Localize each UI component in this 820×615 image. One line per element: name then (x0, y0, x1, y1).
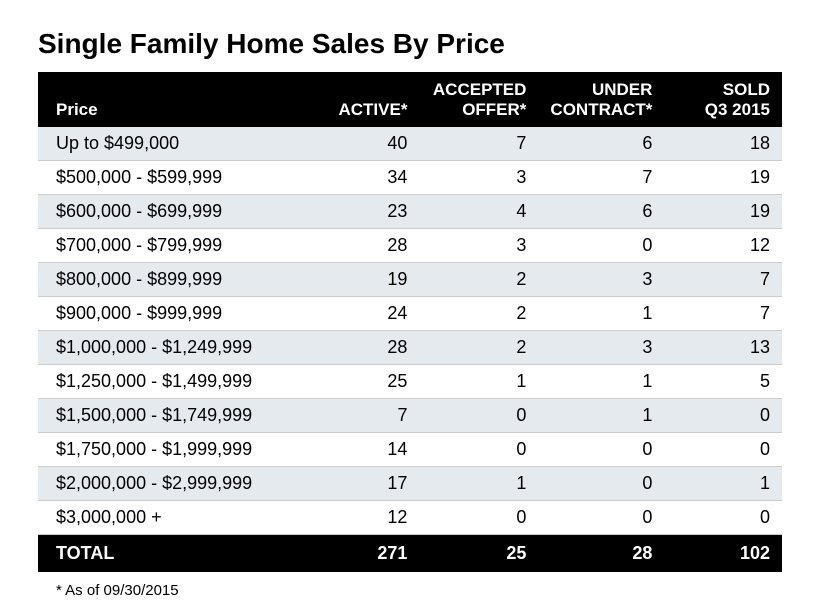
cell-sold: 12 (664, 229, 782, 263)
cell-active: 19 (301, 263, 419, 297)
cell-price: $1,250,000 - $1,499,999 (38, 365, 301, 399)
table-row: $700,000 - $799,999283012 (38, 229, 782, 263)
cell-active: 25 (301, 365, 419, 399)
table-total-row: TOTAL 271 25 28 102 (38, 535, 782, 573)
cell-price: $1,000,000 - $1,249,999 (38, 331, 301, 365)
cell-under: 0 (538, 229, 664, 263)
table-row: $600,000 - $699,999234619 (38, 195, 782, 229)
cell-under: 6 (538, 127, 664, 161)
total-label: TOTAL (38, 535, 301, 573)
cell-under: 0 (538, 467, 664, 501)
cell-price: $1,750,000 - $1,999,999 (38, 433, 301, 467)
table-body: Up to $499,000407618$500,000 - $599,9993… (38, 127, 782, 535)
cell-active: 12 (301, 501, 419, 535)
cell-price: $3,000,000 + (38, 501, 301, 535)
table-row: $800,000 - $899,99919237 (38, 263, 782, 297)
cell-under: 0 (538, 501, 664, 535)
cell-accepted: 3 (419, 161, 538, 195)
table-row: $900,000 - $999,99924217 (38, 297, 782, 331)
cell-accepted: 4 (419, 195, 538, 229)
cell-accepted: 2 (419, 297, 538, 331)
cell-under: 3 (538, 331, 664, 365)
table-row: $1,250,000 - $1,499,99925115 (38, 365, 782, 399)
cell-price: $900,000 - $999,999 (38, 297, 301, 331)
cell-sold: 7 (664, 297, 782, 331)
cell-under: 0 (538, 433, 664, 467)
cell-accepted: 3 (419, 229, 538, 263)
cell-active: 17 (301, 467, 419, 501)
cell-sold: 0 (664, 433, 782, 467)
cell-accepted: 1 (419, 365, 538, 399)
cell-accepted: 2 (419, 331, 538, 365)
cell-sold: 19 (664, 161, 782, 195)
total-active: 271 (301, 535, 419, 573)
cell-active: 40 (301, 127, 419, 161)
cell-accepted: 7 (419, 127, 538, 161)
cell-accepted: 0 (419, 501, 538, 535)
col-header-accepted: ACCEPTEDOFFER* (419, 72, 538, 127)
cell-sold: 0 (664, 399, 782, 433)
cell-price: $800,000 - $899,999 (38, 263, 301, 297)
table-row: $1,000,000 - $1,249,999282313 (38, 331, 782, 365)
cell-price: $500,000 - $599,999 (38, 161, 301, 195)
cell-under: 1 (538, 365, 664, 399)
col-header-active: ACTIVE* (301, 72, 419, 127)
table-row: $2,000,000 - $2,999,99917101 (38, 467, 782, 501)
cell-sold: 0 (664, 501, 782, 535)
table-row: $1,500,000 - $1,749,9997010 (38, 399, 782, 433)
cell-active: 34 (301, 161, 419, 195)
col-header-price: Price (38, 72, 301, 127)
cell-active: 7 (301, 399, 419, 433)
cell-active: 28 (301, 331, 419, 365)
cell-price: $2,000,000 - $2,999,999 (38, 467, 301, 501)
cell-under: 7 (538, 161, 664, 195)
cell-sold: 7 (664, 263, 782, 297)
cell-under: 6 (538, 195, 664, 229)
cell-accepted: 0 (419, 433, 538, 467)
cell-price: $700,000 - $799,999 (38, 229, 301, 263)
table-row: $1,750,000 - $1,999,99914000 (38, 433, 782, 467)
cell-accepted: 0 (419, 399, 538, 433)
cell-sold: 1 (664, 467, 782, 501)
cell-active: 14 (301, 433, 419, 467)
col-header-under: UNDERCONTRACT* (538, 72, 664, 127)
table-row: Up to $499,000407618 (38, 127, 782, 161)
cell-accepted: 2 (419, 263, 538, 297)
total-sold: 102 (664, 535, 782, 573)
sales-table: Price ACTIVE* ACCEPTEDOFFER* UNDERCONTRA… (38, 72, 782, 572)
cell-active: 23 (301, 195, 419, 229)
total-accepted: 25 (419, 535, 538, 573)
cell-sold: 18 (664, 127, 782, 161)
cell-price: $600,000 - $699,999 (38, 195, 301, 229)
col-header-sold: SOLDQ3 2015 (664, 72, 782, 127)
cell-sold: 19 (664, 195, 782, 229)
table-row: $3,000,000 +12000 (38, 501, 782, 535)
cell-under: 3 (538, 263, 664, 297)
cell-price: Up to $499,000 (38, 127, 301, 161)
total-under: 28 (538, 535, 664, 573)
table-row: $500,000 - $599,999343719 (38, 161, 782, 195)
table-header-row: Price ACTIVE* ACCEPTEDOFFER* UNDERCONTRA… (38, 72, 782, 127)
cell-under: 1 (538, 297, 664, 331)
cell-active: 24 (301, 297, 419, 331)
cell-accepted: 1 (419, 467, 538, 501)
cell-sold: 5 (664, 365, 782, 399)
cell-price: $1,500,000 - $1,749,999 (38, 399, 301, 433)
page-title: Single Family Home Sales By Price (38, 28, 782, 60)
cell-active: 28 (301, 229, 419, 263)
cell-under: 1 (538, 399, 664, 433)
footnote: * As of 09/30/2015 (38, 582, 782, 599)
cell-sold: 13 (664, 331, 782, 365)
